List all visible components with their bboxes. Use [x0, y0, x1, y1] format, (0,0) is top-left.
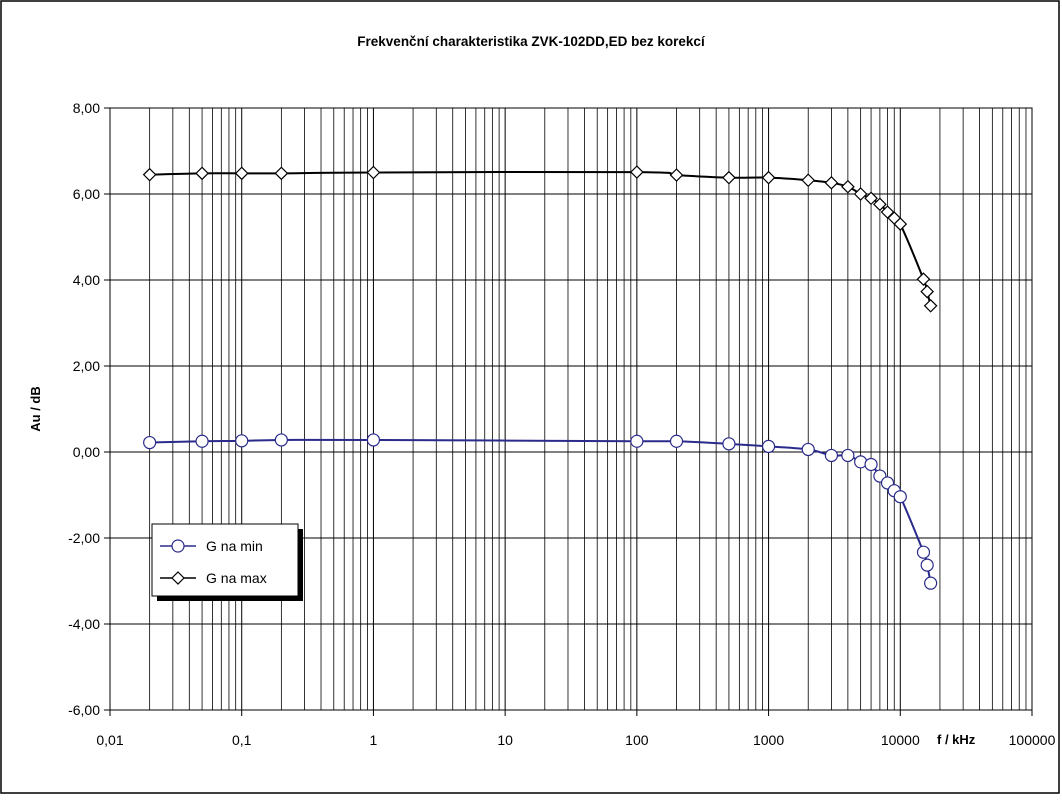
- legend-marker-max: [171, 571, 185, 585]
- y-tick-label: 0,00: [73, 444, 100, 460]
- data-point-g-na-max: [801, 173, 816, 188]
- data-point-g-na-min: [669, 434, 684, 448]
- data-point-g-na-min: [801, 442, 815, 457]
- y-tick-label: 8,00: [73, 100, 100, 116]
- x-tick-label: 100000: [1009, 732, 1056, 748]
- plot-border: [109, 107, 1033, 711]
- x-tick-label: 1000: [753, 732, 784, 748]
- data-point-g-na-min: [864, 457, 878, 472]
- data-point-g-na-max: [234, 166, 249, 181]
- legend: G na min G na max: [151, 523, 303, 601]
- x-tick-label: 0,1: [232, 732, 252, 748]
- legend-label-max: G na max: [206, 570, 267, 586]
- data-point-g-na-max: [722, 170, 736, 185]
- data-point-g-na-max: [853, 187, 868, 201]
- y-tick-label: -6,00: [68, 702, 100, 718]
- x-tick-label: 100: [625, 732, 649, 748]
- x-tick-label: 0,01: [96, 732, 123, 748]
- legend-label-min: G na min: [206, 538, 263, 554]
- data-point-g-na-max: [142, 167, 157, 182]
- data-point-g-na-max: [916, 272, 931, 286]
- x-tick-label: 1: [370, 732, 378, 748]
- series-group: [142, 165, 938, 590]
- data-point-g-na-max: [669, 168, 684, 182]
- data-point-g-na-min: [893, 490, 907, 504]
- data-point-g-na-max: [893, 217, 908, 231]
- legend-marker-min: [171, 539, 185, 553]
- data-point-g-na-min: [366, 433, 381, 447]
- data-point-g-na-max: [761, 170, 776, 185]
- data-point-g-na-min: [916, 545, 931, 559]
- chart-title: Frekvenční charakteristika ZVK-102DD,ED …: [357, 34, 706, 49]
- data-point-g-na-max: [366, 165, 381, 180]
- x-tick-label: 10000: [881, 732, 920, 748]
- data-point-g-na-max: [824, 175, 839, 190]
- data-point-g-na-min: [195, 434, 209, 448]
- data-point-g-na-max: [873, 197, 887, 212]
- x-axis-label: f / kHz: [937, 732, 976, 747]
- y-tick-label: 6,00: [73, 186, 100, 202]
- data-point-g-na-max: [920, 284, 935, 299]
- data-point-g-na-min: [722, 437, 736, 451]
- series-g-na-min: [143, 433, 938, 590]
- data-point-g-na-max: [923, 298, 938, 313]
- legend-box: [151, 523, 299, 597]
- y-tick-label: -2,00: [68, 530, 100, 546]
- legend-item-g-na-max: G na max: [160, 570, 267, 586]
- x-tick-label: 10: [497, 732, 513, 748]
- data-point-g-na-min: [841, 448, 855, 463]
- data-point-g-na-min: [143, 435, 157, 450]
- data-point-g-na-min: [824, 448, 839, 463]
- data-point-g-na-max: [841, 179, 855, 194]
- y-tick-label: -4,00: [68, 616, 100, 632]
- plot-area: [110, 108, 1032, 710]
- data-point-g-na-max: [274, 166, 289, 181]
- data-point-g-na-max: [630, 165, 644, 179]
- x-axis: 0,01 0,1 1 10 100 1000 10000 100000: [96, 710, 1056, 748]
- data-point-g-na-max: [864, 191, 878, 206]
- data-point-g-na-min: [761, 439, 776, 454]
- data-point-g-na-max: [195, 166, 209, 181]
- data-point-g-na-min: [235, 434, 249, 448]
- y-axis-label: Au / dB: [28, 386, 43, 432]
- legend-item-g-na-min: G na min: [160, 538, 263, 554]
- data-point-g-na-min: [924, 576, 938, 590]
- y-tick-label: 4,00: [73, 272, 100, 288]
- data-point-g-na-min: [630, 434, 644, 448]
- data-point-g-na-min: [274, 433, 288, 447]
- y-axis: -6,00 -4,00 -2,00 0,00 2,00 4,00 6,00 8,00: [68, 100, 110, 718]
- data-point-g-na-min: [920, 558, 934, 572]
- series-g-na-max: [142, 165, 938, 313]
- y-tick-label: 2,00: [73, 358, 100, 374]
